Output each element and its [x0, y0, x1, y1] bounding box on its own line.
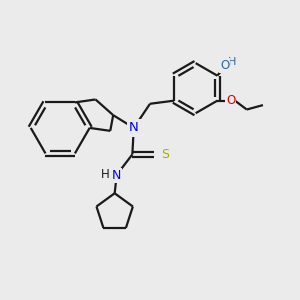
Text: S: S	[161, 148, 169, 161]
Text: O: O	[220, 59, 229, 72]
Text: H: H	[228, 57, 236, 67]
Text: N: N	[129, 122, 139, 134]
Text: O: O	[226, 94, 235, 107]
Text: N: N	[112, 169, 121, 182]
Text: H: H	[100, 168, 109, 181]
